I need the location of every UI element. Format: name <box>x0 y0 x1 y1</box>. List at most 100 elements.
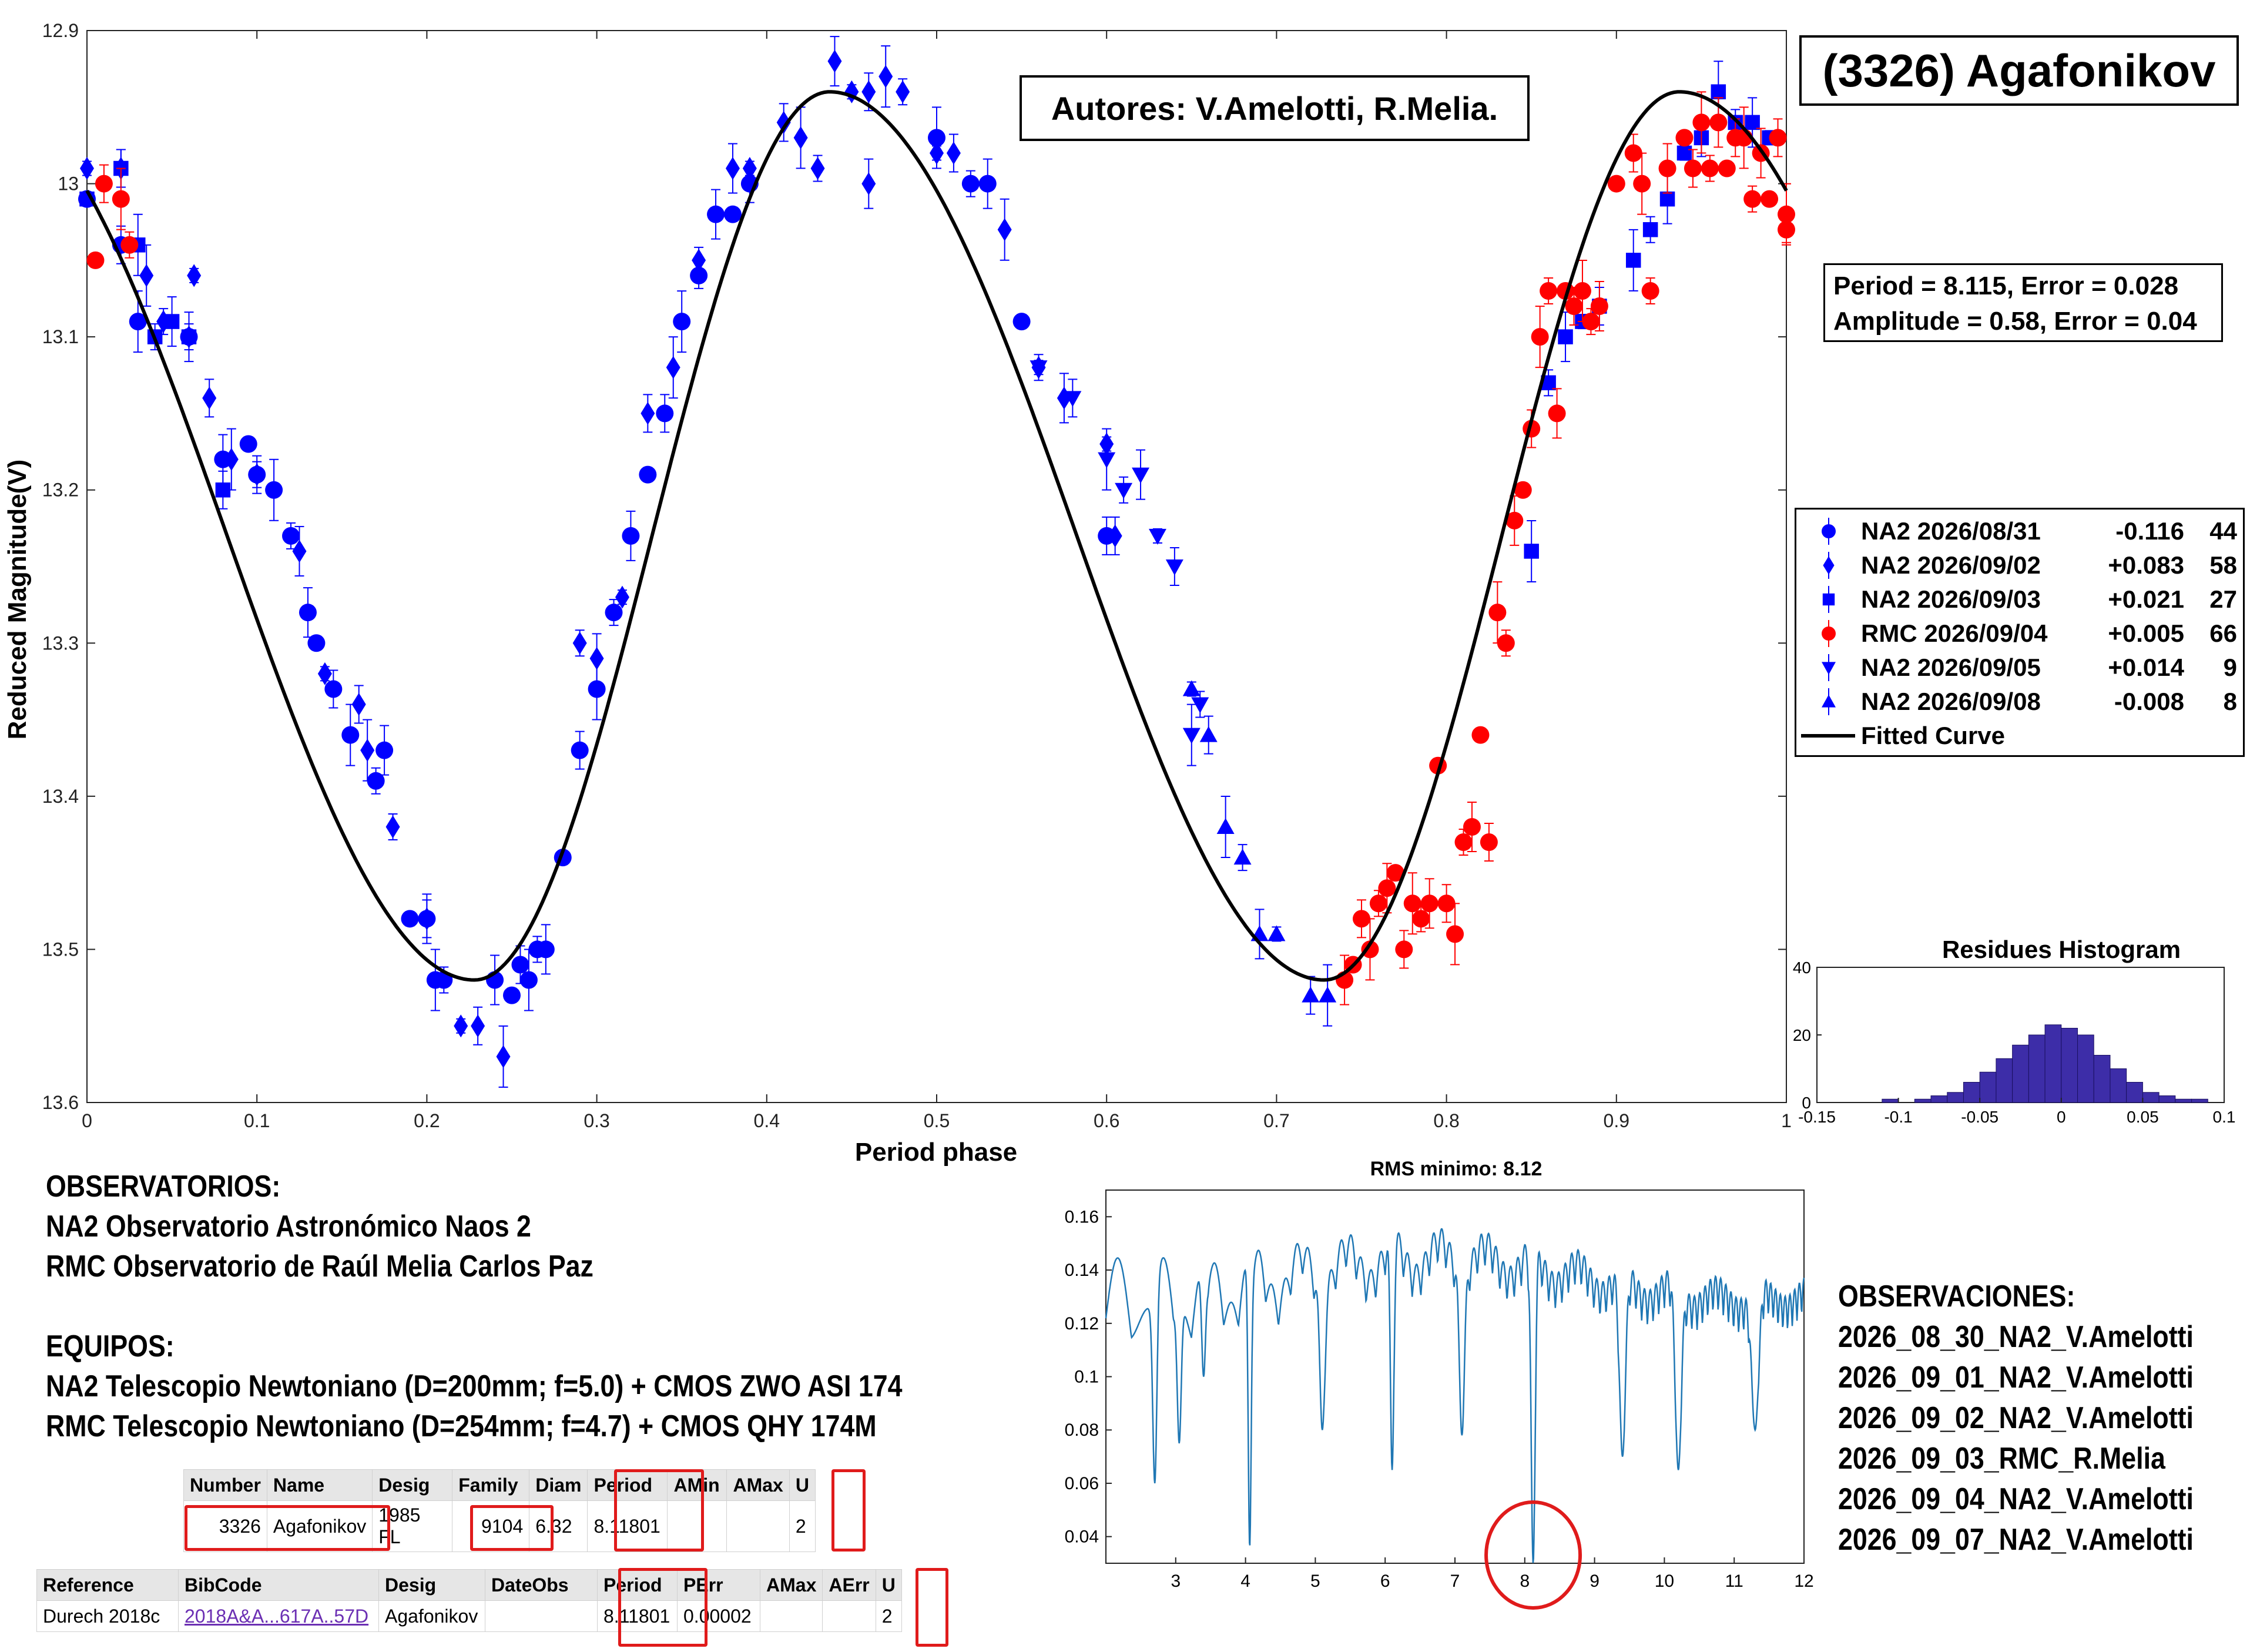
cell-desig: 1985 FL <box>372 1500 453 1552</box>
data-point <box>1463 817 1481 836</box>
data-point <box>1233 849 1252 865</box>
histogram-bar <box>2158 1095 2176 1103</box>
observatorios-heading: OBSERVATORIOS: <box>46 1170 281 1204</box>
data-point <box>1182 680 1201 696</box>
legend-count: 8 <box>2223 688 2237 715</box>
data-point <box>827 49 842 73</box>
data-point <box>80 157 94 180</box>
histogram-content: -0.15 -0.1 -0.05 0 0.05 0.1 0 20 40 <box>1793 959 2236 1126</box>
data-point <box>1199 726 1218 742</box>
data-point <box>793 126 808 149</box>
legend-entry: NA2 2026/08/31 -0.116 44 <box>1796 514 2243 548</box>
data-point <box>1565 297 1583 316</box>
x-axis-label: Period phase <box>855 1138 1017 1167</box>
col-header: Period <box>597 1569 678 1601</box>
x-tick-label: 9 <box>1590 1571 1600 1591</box>
x-tick-label: 6 <box>1380 1571 1390 1591</box>
data-point <box>1633 175 1651 193</box>
x-tick-label: 0 <box>2057 1108 2066 1126</box>
legend-label: NA2 2026/09/03 <box>1861 585 2041 613</box>
histogram-bar <box>2175 1098 2192 1103</box>
data-point <box>1115 482 1133 499</box>
data-point <box>572 631 587 655</box>
observation-item: 2026_09_04_NA2_V.Amelotti <box>1838 1482 2194 1516</box>
col-header: Number <box>183 1469 267 1501</box>
histogram-bar <box>1914 1098 1932 1103</box>
legend-symbol <box>1822 626 1836 641</box>
y-tick-label: 13.6 <box>42 1092 79 1113</box>
data-point <box>1488 604 1507 622</box>
x-tick-label: 0.1 <box>244 1110 270 1131</box>
bibcode-link[interactable]: 2018A&A...617A..57D <box>178 1600 379 1632</box>
data-point <box>1216 817 1235 834</box>
cell-desig: Agafonikov <box>378 1600 485 1632</box>
x-tick-label: 0.4 <box>754 1110 780 1131</box>
data-point <box>776 110 791 134</box>
data-point <box>367 772 385 790</box>
legend-marker-svg <box>1801 734 1855 738</box>
observaciones-block: OBSERVACIONES: 2026_08_30_NA2_V.Amelotti… <box>1838 1276 2250 1560</box>
data-point <box>1098 452 1116 468</box>
observatory-na2: NA2 Observatorio Astronómico Naos 2 <box>46 1209 531 1244</box>
authors-box: Autores: V.Amelotti, R.Melia. <box>1020 75 1530 141</box>
legend-count: 58 <box>2209 551 2237 579</box>
data-point <box>1319 986 1337 1003</box>
legend-offset: +0.014 <box>2108 654 2184 681</box>
periodogram-content: 3 4 5 6 7 8 9 10 11 12 0.04 0.06 0.08 0.1 0.12 0.14 0.16 <box>1065 1189 1814 1610</box>
data-point <box>946 141 961 165</box>
data-point <box>360 739 375 762</box>
x-tick-label: -0.15 <box>1798 1108 1836 1126</box>
x-tick-label: -0.1 <box>1884 1108 1912 1126</box>
legend-marker <box>1796 651 1861 685</box>
data-point <box>1505 511 1524 530</box>
bibcode-link-text[interactable]: 2018A&A...617A..57D <box>185 1605 369 1627</box>
observatory-rmc: RMC Observatorio de Raúl Melia Carlos Pa… <box>46 1249 593 1284</box>
histogram-bar <box>1996 1058 2013 1103</box>
x-tick-label: 0.8 <box>1433 1110 1459 1131</box>
legend-label: NA2 2026/09/05 <box>1861 654 2041 681</box>
period-box: Period = 8.115, Error = 0.028 Amplitude … <box>1823 263 2223 342</box>
cell-reference: Durech 2018c <box>36 1600 179 1632</box>
cell-name: Agafonikov <box>266 1500 373 1552</box>
y-tick-label: 13.1 <box>42 326 79 347</box>
histogram-bar <box>2061 1028 2078 1103</box>
data-point <box>351 693 366 716</box>
data-point <box>112 190 130 208</box>
data-point <box>215 482 231 498</box>
highlight-period-ref <box>618 1568 707 1647</box>
x-tick-label: 8 <box>1520 1571 1530 1591</box>
data-point <box>1743 190 1762 208</box>
data-point <box>1267 925 1286 941</box>
data-point <box>1514 481 1532 499</box>
data-point <box>385 815 400 839</box>
data-point <box>341 726 360 744</box>
data-point <box>536 940 555 959</box>
notes-block: OBSERVATORIOS: NA2 Observatorio Astronóm… <box>46 1167 1042 1446</box>
col-header: Diam <box>529 1469 588 1501</box>
plot-frame <box>86 30 1787 1103</box>
data-point <box>139 264 154 287</box>
data-point <box>181 329 197 344</box>
legend-label: NA2 2026/08/31 <box>1861 517 2041 545</box>
data-point <box>810 157 825 180</box>
x-tick-label: 3 <box>1171 1571 1181 1591</box>
data-point <box>1108 524 1122 548</box>
legend-symbol <box>1822 695 1836 708</box>
histogram-bar <box>1963 1082 1980 1103</box>
highlight-u <box>831 1469 866 1552</box>
col-header: AErr <box>822 1569 876 1601</box>
data-point <box>164 314 180 329</box>
legend-symbol <box>1822 593 1835 606</box>
legend-marker-svg <box>1823 552 1835 579</box>
x-tick-label: 7 <box>1450 1571 1460 1591</box>
y-tick-label: 13.5 <box>42 939 79 960</box>
legend-marker-svg <box>1822 654 1836 681</box>
data-point <box>690 266 708 284</box>
highlight-period <box>614 1469 704 1552</box>
data-point <box>202 386 217 410</box>
authors-text: Autores: V.Amelotti, R.Melia. <box>1051 89 1498 127</box>
x-tick-label: 0 <box>82 1110 92 1131</box>
legend-marker <box>1796 616 1861 651</box>
observation-item: 2026_09_01_NA2_V.Amelotti <box>1838 1361 2194 1395</box>
data-point <box>239 435 257 453</box>
